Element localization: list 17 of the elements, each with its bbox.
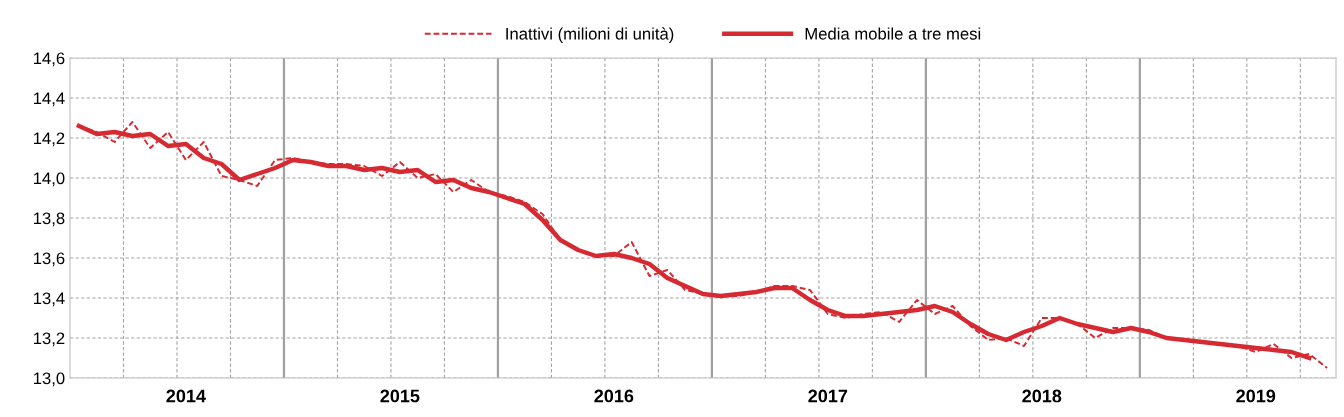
y-tick-label: 14,4 (33, 92, 65, 107)
x-tick-label: 2014 (166, 389, 206, 403)
x-tick-label: 2017 (808, 389, 848, 403)
legend-label: Inattivi (milioni di unità) (506, 27, 674, 43)
y-tick-label: 13,6 (33, 252, 65, 267)
y-tick-label: 14,0 (33, 172, 65, 187)
y-tick-label: 13,0 (33, 372, 65, 387)
y-tick-label: 14,2 (33, 132, 65, 147)
y-tick-label: 13,2 (33, 332, 65, 347)
y-tick-label: 14,6 (33, 52, 65, 67)
x-tick-label: 2018 (1022, 389, 1062, 403)
y-tick-label: 13,4 (33, 292, 65, 307)
y-tick-label: 13,8 (33, 212, 65, 227)
x-tick-label: 2019 (1236, 389, 1276, 403)
legend-label: Media mobile a tre mesi (805, 27, 981, 40)
x-tick-label: 2015 (380, 389, 420, 403)
x-tick-label: 2016 (594, 389, 634, 403)
